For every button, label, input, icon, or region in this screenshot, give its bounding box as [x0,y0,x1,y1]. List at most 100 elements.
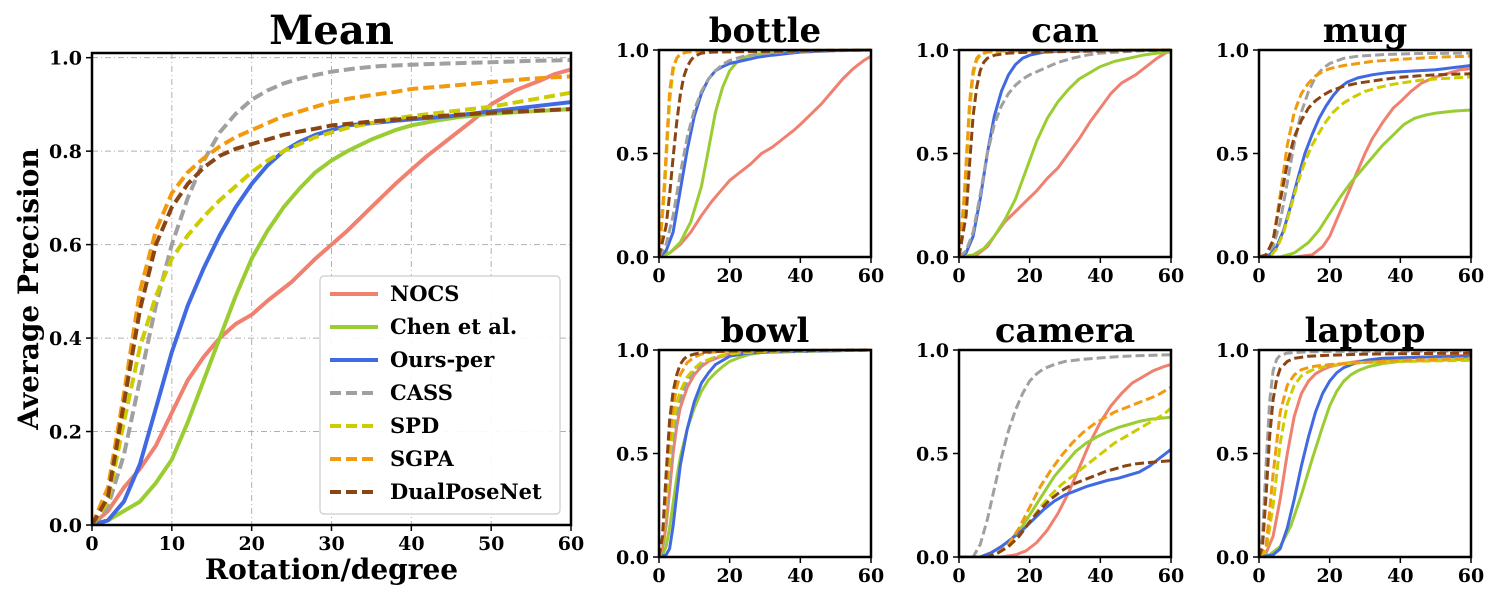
series-group [959,48,1171,257]
legend-box [319,275,561,515]
y-tick-label: 1.0 [916,40,949,62]
x-tick-label: 60 [1158,565,1184,587]
x-tick-label: 40 [1087,565,1113,587]
series-line-dualposenet [1259,351,1471,557]
y-tick-label: 0.4 [49,328,82,350]
series-line-chen-et-al [659,348,871,557]
series-group [659,348,871,557]
x-tick-label: 60 [558,533,584,555]
y-tick-label: 0.5 [616,144,649,166]
series-line-chen-et-al [959,50,1171,257]
x-tick-label: 0 [1252,265,1265,287]
series-group [959,353,1171,557]
series-line-spd [959,48,1171,257]
x-tick-label: 0 [952,565,965,587]
x-tick-label: 20 [238,533,264,555]
series-line-dualposenet [659,348,871,557]
series-line-ours-per [92,100,571,525]
x-tick-label: 40 [398,533,424,555]
x-tick-label: 40 [1387,265,1413,287]
series-line-chen-et-al [1259,357,1471,557]
x-tick-label: 20 [1316,265,1342,287]
series-line-spd [959,406,1171,557]
panel-title: mug [1323,11,1407,51]
series-line-nocs [959,363,1171,557]
x-tick-label: 60 [858,265,884,287]
y-tick-label: 1.0 [616,40,649,62]
x-tick-label: 0 [85,533,98,555]
y-tick-label: 0.0 [1216,547,1249,569]
y-tick-label: 0.0 [616,547,649,569]
y-axis-label: Average Precision [12,148,45,430]
legend-label-nocs: NOCS [390,281,459,306]
panel-title: can [1031,11,1098,51]
panel-title: laptop [1305,311,1426,351]
series-line-sgpa [659,348,871,557]
series-group [659,48,871,257]
series-line-cass [959,353,1171,557]
y-tick-label: 0.0 [916,247,949,269]
series-line-spd [92,90,571,525]
x-tick-label: 10 [159,533,185,555]
series-group [1259,349,1471,557]
y-tick-label: 0.6 [49,235,82,257]
legend-label-sgpa: SGPA [390,446,454,471]
y-tick-label: 0.8 [49,141,82,163]
x-tick-label: 0 [952,265,965,287]
series-line-ours-per [659,348,871,557]
panel-bowl: 0 20 40 60 0.0 0.5 1.0 bowl [616,311,884,587]
panel-title: bottle [709,11,821,51]
series-line-dualposenet [959,48,1171,257]
series-line-sgpa [959,386,1171,557]
y-tick-label: 0.5 [616,444,649,466]
series-line-cass [92,58,571,525]
x-tick-label: 40 [787,565,813,587]
legend-label-chen-et-al: Chen et al. [390,314,517,339]
panel-title: bowl [721,311,810,351]
y-tick-label: 0.0 [1216,247,1249,269]
series-line-dualposenet [1259,72,1471,257]
x-tick-label: 60 [1158,265,1184,287]
y-tick-label: 0.5 [1216,144,1249,166]
series-group [92,58,571,525]
series-line-sgpa [92,74,571,525]
x-tick-label: 20 [1316,565,1342,587]
panel-camera: 0 20 40 60 0.0 0.5 1.0 camera [916,311,1184,587]
y-tick-label: 0.5 [916,144,949,166]
series-line-chen-et-al [92,107,571,525]
series-line-dualposenet [659,48,871,257]
panel-mean: 0 10 20 30 40 50 60 0.0 0.2 0.4 0.6 0.8 1.0 Mean Rotat… [12,7,584,586]
legend-label-spd: SPD [390,413,439,438]
y-tick-label: 0.2 [49,422,82,444]
series-line-dualposenet [959,459,1171,557]
x-tick-label: 0 [652,265,665,287]
y-tick-label: 0.0 [616,247,649,269]
legend-label-cass: CASS [390,380,453,405]
y-tick-label: 0.0 [916,547,949,569]
x-tick-label: 60 [858,565,884,587]
panel-laptop: 0 20 40 60 0.0 0.5 1.0 laptop [1216,311,1484,587]
y-tick-label: 1.0 [49,48,82,70]
panel-title: camera [995,311,1135,351]
y-tick-label: 1.0 [916,340,949,362]
y-tick-label: 1.0 [616,340,649,362]
series-line-dualposenet [92,107,571,525]
series-line-cass [1259,349,1471,557]
x-tick-label: 50 [478,533,504,555]
y-tick-label: 1.0 [1216,40,1249,62]
series-line-ours-per [959,48,1171,257]
series-line-cass [959,48,1171,257]
x-tick-label: 40 [1087,265,1113,287]
series-line-nocs [659,348,871,557]
series-line-cass [1259,51,1471,257]
panel-bottle: 0 20 40 60 0.0 0.5 1.0 bottle [616,11,884,287]
x-tick-label: 0 [1252,565,1265,587]
series-line-ours-per [1259,354,1471,557]
y-tick-label: 0.0 [49,515,82,537]
x-tick-label: 60 [1458,565,1484,587]
x-tick-label: 60 [1458,265,1484,287]
panel-title: Mean [269,7,394,54]
x-tick-label: 40 [1387,565,1413,587]
y-tick-label: 0.5 [916,444,949,466]
